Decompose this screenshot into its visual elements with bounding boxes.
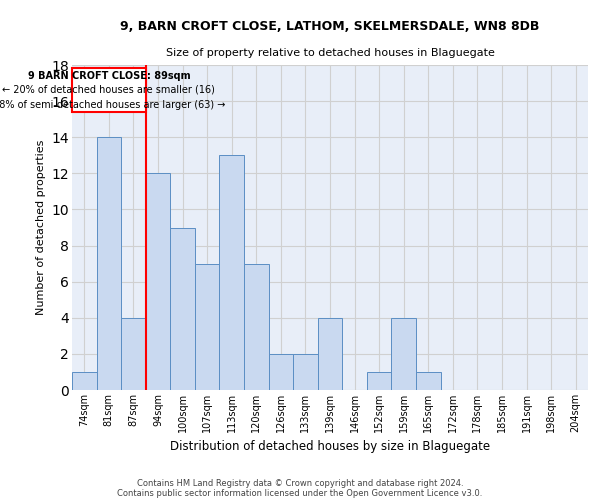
Bar: [318, 318, 342, 390]
Bar: [269, 354, 293, 390]
Y-axis label: Number of detached properties: Number of detached properties: [36, 140, 46, 315]
Bar: [220, 156, 244, 390]
Text: Contains public sector information licensed under the Open Government Licence v3: Contains public sector information licen…: [118, 488, 482, 498]
Text: 9 BARN CROFT CLOSE: 89sqm: 9 BARN CROFT CLOSE: 89sqm: [28, 71, 190, 81]
Bar: [391, 318, 416, 390]
Bar: [72, 68, 146, 112]
Bar: [244, 264, 269, 390]
Bar: [121, 318, 146, 390]
Bar: [146, 174, 170, 390]
Bar: [170, 228, 195, 390]
Bar: [293, 354, 318, 390]
Bar: [367, 372, 391, 390]
Text: ← 20% of detached houses are smaller (16): ← 20% of detached houses are smaller (16…: [2, 85, 215, 95]
Text: Contains HM Land Registry data © Crown copyright and database right 2024.: Contains HM Land Registry data © Crown c…: [137, 478, 463, 488]
Bar: [195, 264, 220, 390]
Bar: [416, 372, 440, 390]
Text: 78% of semi-detached houses are larger (63) →: 78% of semi-detached houses are larger (…: [0, 100, 225, 110]
Text: Size of property relative to detached houses in Blaguegate: Size of property relative to detached ho…: [166, 48, 494, 58]
Text: 9, BARN CROFT CLOSE, LATHOM, SKELMERSDALE, WN8 8DB: 9, BARN CROFT CLOSE, LATHOM, SKELMERSDAL…: [121, 20, 539, 33]
Bar: [72, 372, 97, 390]
X-axis label: Distribution of detached houses by size in Blaguegate: Distribution of detached houses by size …: [170, 440, 490, 454]
Bar: [97, 137, 121, 390]
